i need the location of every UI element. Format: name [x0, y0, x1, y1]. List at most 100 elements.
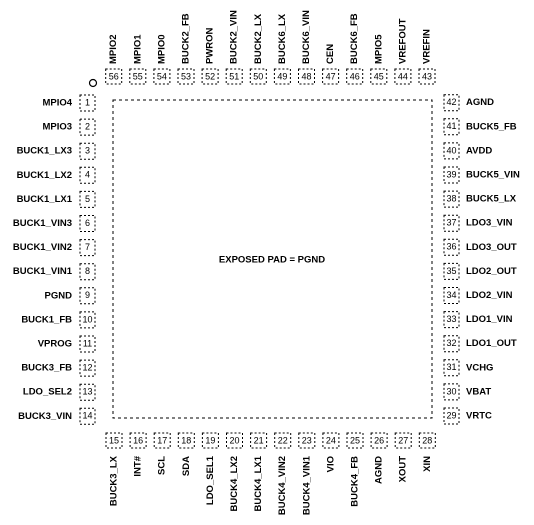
pin-name: MPIO3	[42, 122, 72, 133]
pin-name: BUCK3_VIN	[18, 411, 72, 422]
pin-number: 41	[446, 121, 456, 131]
pin-name: VREFIN	[422, 29, 433, 64]
pin-number: 28	[422, 435, 432, 445]
pin-name: BUCK4_VIN2	[277, 456, 288, 515]
pin-box	[79, 166, 96, 184]
pin-number: 45	[374, 71, 384, 81]
pin-number: 54	[157, 71, 167, 81]
pin-box	[153, 68, 171, 85]
pin-box	[249, 68, 267, 85]
pin-box	[79, 383, 96, 401]
pin-name: MPIO0	[156, 34, 167, 64]
pin-number: 51	[229, 71, 239, 81]
pin-name: AGND	[374, 456, 385, 484]
pin-name: LDO1_VIN	[466, 314, 513, 325]
pin-box	[443, 335, 460, 353]
pin-box	[79, 335, 96, 353]
pin-number: 50	[253, 71, 263, 81]
pin-name: VREFOUT	[397, 18, 408, 64]
pin-number: 8	[85, 266, 90, 276]
pin-name: BUCK5_LX	[466, 194, 517, 205]
pin-name: LDO_SEL2	[23, 387, 72, 398]
pin-name: BUCK1_LX2	[17, 170, 72, 181]
pin-name: BUCK1_LX1	[17, 194, 73, 205]
pin-number: 25	[350, 435, 360, 445]
pin-number: 5	[85, 194, 90, 204]
pin-box	[298, 68, 315, 85]
pin-name: SCL	[157, 456, 168, 475]
pin-name: BUCK5_FB	[466, 121, 517, 132]
pin-name: BUCK1_VIN1	[13, 266, 73, 277]
pin-box	[79, 311, 96, 329]
pin-number: 22	[278, 435, 288, 445]
pin-box	[443, 166, 460, 184]
pin-name: VRTC	[466, 411, 492, 422]
pin-name: LDO3_OUT	[466, 242, 517, 253]
pin-name: BUCK1_FB	[21, 314, 72, 325]
pin-name: PWRON	[205, 27, 216, 64]
pin-box	[346, 68, 364, 85]
pin-name: XIN	[422, 456, 433, 472]
pin-box	[201, 68, 219, 85]
pin-name: BUCK1_VIN3	[13, 218, 72, 229]
pin-box	[79, 263, 96, 281]
pin-number: 43	[422, 71, 432, 81]
pin-box	[418, 68, 436, 85]
pin-name: BUCK6_VIN	[301, 10, 312, 64]
center-label: EXPOSED PAD = PGND	[219, 255, 325, 266]
pin-name: BUCK4_VIN1	[301, 455, 312, 515]
pin-number: 55	[133, 71, 143, 81]
pin-number: 32	[446, 338, 456, 348]
pin-name: VBAT	[466, 386, 491, 397]
pin-box	[250, 432, 268, 449]
pin-number: 15	[109, 435, 119, 445]
pin-number: 7	[85, 242, 90, 252]
pin-box	[443, 238, 460, 256]
pin-number: 27	[398, 435, 408, 445]
pin-number: 31	[446, 362, 456, 372]
pin-number: 30	[446, 386, 456, 396]
pin-box	[443, 190, 460, 208]
pin-name: PGND	[45, 290, 73, 301]
pin-number: 44	[398, 71, 408, 81]
pin-number: 9	[85, 290, 90, 300]
pin-number: 35	[446, 266, 456, 276]
pin1-marker	[88, 78, 98, 88]
pin-name: VIO	[325, 456, 336, 472]
pin-number: 39	[446, 169, 456, 179]
pin-number: 14	[82, 411, 92, 421]
pin-number: 48	[301, 71, 311, 81]
pin-name: LDO1_OUT	[466, 338, 517, 349]
pin-box	[105, 432, 123, 449]
pin-box	[177, 68, 195, 85]
pin-name: BUCK1_VIN2	[13, 242, 72, 253]
pin-box	[322, 68, 340, 85]
pin-name: LDO_SEL1	[205, 455, 216, 505]
pin-number: 11	[83, 338, 92, 348]
pin-number: 47	[326, 71, 336, 81]
pin-name: MPIO2	[108, 34, 119, 64]
pin-box	[201, 432, 219, 449]
pin-box	[346, 432, 364, 449]
pin-name: BUCK2_VIN	[229, 10, 240, 64]
pin-number: 53	[181, 71, 191, 81]
pin-name: CEN	[325, 44, 336, 64]
pin-box	[79, 190, 96, 208]
pin-box	[443, 118, 460, 136]
pin-box	[394, 68, 412, 85]
pin-name: BUCK3_FB	[21, 363, 72, 374]
pin-number: 19	[205, 435, 215, 445]
pin-number: 49	[277, 71, 287, 81]
pin-number: 52	[205, 71, 215, 81]
pin-number: 29	[446, 410, 456, 420]
pin-box	[105, 68, 123, 85]
pin-box	[298, 432, 316, 449]
pin-name: BUCK4_FB	[350, 456, 361, 507]
pin-box	[177, 432, 195, 449]
pin-number: 13	[82, 387, 92, 397]
pin-box	[394, 432, 412, 449]
pin-number: 10	[82, 314, 92, 324]
pin-box	[443, 407, 460, 425]
pin-box	[370, 432, 388, 449]
